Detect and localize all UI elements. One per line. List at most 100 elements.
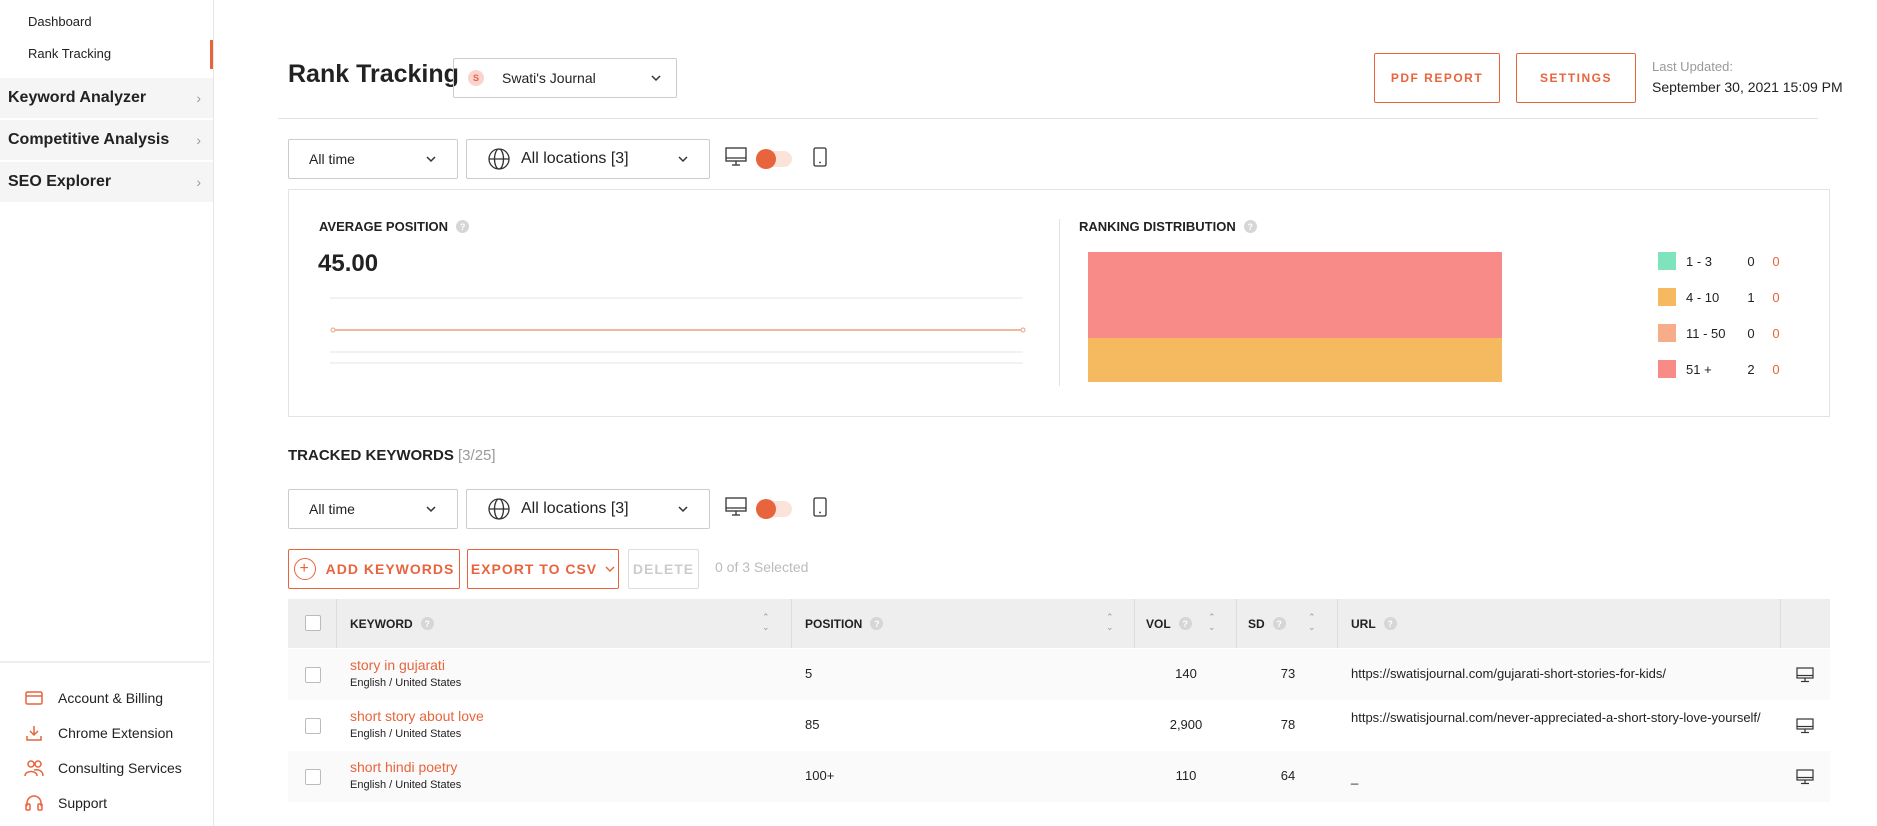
ranking-distribution-chart — [1088, 252, 1502, 382]
keyword-link[interactable]: short hindi poetry — [350, 759, 458, 775]
sidebar-item-dashboard[interactable]: Dashboard — [28, 14, 92, 29]
mobile-icon[interactable] — [813, 497, 827, 520]
chevron-down-icon — [650, 71, 662, 87]
sidebar-item-seo-explorer[interactable]: SEO Explorer › — [0, 162, 213, 202]
sidebar-item-competitive-analysis[interactable]: Competitive Analysis › — [0, 120, 213, 160]
table-row[interactable]: short hindi poetry English / United Stat… — [288, 751, 1830, 802]
globe-icon — [487, 147, 511, 171]
column-position[interactable]: POSITION ? — [805, 599, 884, 648]
selected-count: 0 of 3 Selected — [715, 559, 809, 575]
select-all-checkbox[interactable] — [305, 615, 321, 631]
vol-cell: 110 — [1175, 768, 1197, 783]
help-icon[interactable]: ? — [456, 220, 470, 233]
column-vol[interactable]: VOL ? — [1146, 599, 1192, 648]
average-position-chart — [330, 297, 1026, 364]
stats-card — [288, 189, 1830, 417]
sidebar-item-rank-tracking[interactable]: Rank Tracking — [28, 46, 112, 61]
chevron-down-icon — [605, 564, 615, 574]
legend-change: 0 — [1772, 289, 1780, 305]
location-select[interactable]: All locations [3] — [466, 139, 710, 179]
column-sd[interactable]: SD ? — [1248, 599, 1286, 648]
column-keyword[interactable]: KEYWORD ? — [350, 599, 434, 648]
time-range-select[interactable]: All time — [288, 139, 458, 179]
sort-icon[interactable]: ⌃ ⌄ — [762, 612, 770, 632]
device-toggle[interactable] — [756, 499, 792, 519]
sidebar-item-chrome-extension[interactable]: Chrome Extension — [24, 723, 173, 743]
headset-icon — [24, 793, 44, 813]
help-icon[interactable]: ? — [1243, 220, 1257, 233]
last-updated-value: September 30, 2021 15:09 PM — [1652, 79, 1843, 95]
column-sd-label: SD — [1248, 616, 1265, 631]
sidebar-item-label: Support — [58, 795, 108, 811]
tracked-keywords-count: [3/25] — [458, 447, 496, 464]
help-icon[interactable]: ? — [1383, 617, 1397, 630]
sort-icon[interactable]: ⌃ ⌄ — [1208, 612, 1216, 632]
add-keywords-label: ADD KEYWORDS — [325, 561, 455, 577]
column-divider — [336, 599, 337, 648]
sidebar-item-account-billing[interactable]: Account & Billing — [24, 688, 163, 708]
average-position-title: AVERAGE POSITION — [319, 219, 449, 234]
desktop-icon[interactable] — [725, 147, 747, 170]
help-icon[interactable]: ? — [1272, 617, 1286, 630]
location-select[interactable]: All locations [3] — [466, 489, 710, 529]
last-updated-label: Last Updated: — [1652, 59, 1733, 74]
mobile-icon[interactable] — [813, 147, 827, 170]
tracked-keywords-label: TRACKED KEYWORDS — [288, 447, 454, 464]
keyword-locale: English / United States — [350, 728, 462, 740]
keyword-locale: English / United States — [350, 779, 462, 791]
add-keywords-button[interactable]: + ADD KEYWORDS — [288, 549, 460, 589]
row-checkbox[interactable] — [305, 667, 321, 683]
legend-range: 11 - 50 — [1686, 325, 1726, 341]
row-checkbox[interactable] — [305, 718, 321, 734]
column-divider — [1337, 599, 1338, 648]
tracked-keywords-title: TRACKED KEYWORDS [3/25] — [288, 447, 496, 464]
help-icon[interactable]: ? — [870, 617, 884, 630]
time-range-select[interactable]: All time — [288, 489, 458, 529]
legend-change: 0 — [1772, 325, 1780, 341]
settings-button[interactable]: SETTINGS — [1516, 53, 1636, 103]
legend-count: 0 — [1747, 253, 1755, 269]
help-icon[interactable]: ? — [420, 617, 434, 630]
sort-icon[interactable]: ⌃ ⌄ — [1308, 612, 1316, 632]
sidebar-item-label: Competitive Analysis — [8, 131, 170, 148]
table-row[interactable]: story in gujarati English / United State… — [288, 649, 1830, 700]
export-csv-button[interactable]: EXPORT TO CSV — [467, 549, 619, 589]
row-checkbox[interactable] — [305, 769, 321, 785]
legend-row: 4 - 10 1 0 — [1658, 288, 1786, 306]
device-toggle[interactable] — [756, 149, 792, 169]
chevron-right-icon: › — [196, 90, 201, 106]
column-divider — [791, 599, 792, 648]
keyword-link[interactable]: short story about love — [350, 708, 484, 724]
delete-button[interactable]: DELETE — [628, 549, 699, 589]
legend-change: 0 — [1772, 361, 1780, 377]
site-select[interactable]: S Swati's Journal — [453, 58, 677, 98]
desktop-icon[interactable] — [725, 497, 747, 520]
globe-icon — [487, 497, 511, 521]
desktop-icon — [1796, 718, 1814, 737]
sd-cell: 78 — [1280, 717, 1296, 732]
url-cell[interactable]: _ — [1351, 770, 1359, 785]
average-position-label: AVERAGE POSITION ? — [319, 219, 470, 234]
sort-icon[interactable]: ⌃ ⌄ — [1106, 612, 1114, 632]
location-value: All locations [3] — [521, 150, 629, 167]
chevron-down-icon — [425, 152, 437, 168]
legend-row: 11 - 50 0 0 — [1658, 324, 1786, 342]
help-icon[interactable]: ? — [1178, 617, 1192, 630]
column-url[interactable]: URL ? — [1351, 599, 1397, 648]
keyword-link[interactable]: story in gujarati — [350, 657, 445, 673]
column-url-label: URL — [1351, 616, 1376, 631]
sidebar-item-support[interactable]: Support — [24, 793, 107, 813]
sidebar: Dashboard Rank Tracking Keyword Analyzer… — [0, 0, 214, 826]
legend-row: 51 + 2 0 — [1658, 360, 1786, 378]
table-row[interactable]: short story about love English / United … — [288, 700, 1830, 751]
toggle-knob — [756, 149, 776, 169]
sidebar-item-keyword-analyzer[interactable]: Keyword Analyzer › — [0, 78, 213, 118]
url-cell[interactable]: https://swatisjournal.com/gujarati-short… — [1351, 666, 1666, 681]
chevron-right-icon: › — [196, 174, 201, 190]
sidebar-item-consulting-services[interactable]: Consulting Services — [24, 758, 182, 778]
column-divider — [1236, 599, 1237, 648]
url-cell[interactable]: https://swatisjournal.com/never-apprecia… — [1351, 710, 1761, 725]
legend-swatch — [1658, 360, 1676, 378]
pdf-report-button[interactable]: PDF REPORT — [1374, 53, 1500, 103]
desktop-icon — [1796, 667, 1814, 686]
